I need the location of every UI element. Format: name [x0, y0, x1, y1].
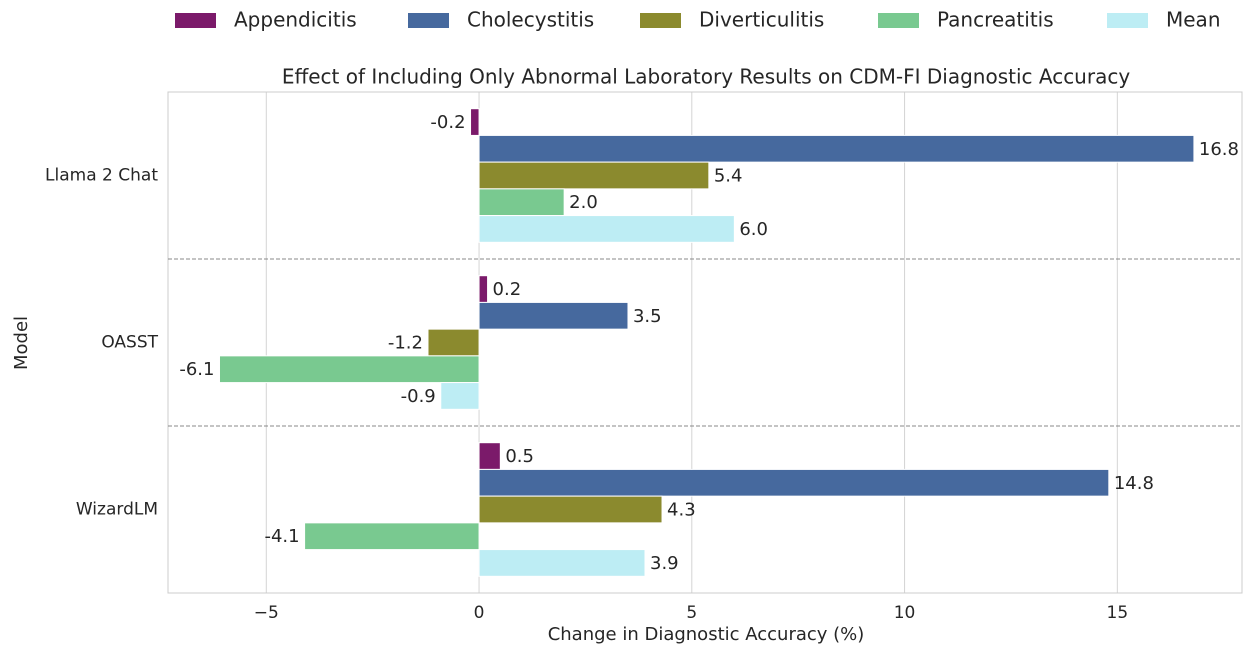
value-label: 4.3	[667, 500, 696, 521]
value-label: -4.1	[264, 526, 299, 547]
legend-label: Cholecystitis	[467, 8, 594, 32]
value-label: 6.0	[739, 219, 768, 240]
value-label: -6.1	[179, 359, 214, 380]
bar	[470, 108, 480, 136]
x-tick-label: 5	[686, 603, 697, 623]
value-label: -0.2	[430, 112, 465, 133]
legend-swatch	[878, 13, 919, 28]
legend-swatch	[640, 13, 681, 28]
legend-label: Diverticulitis	[699, 8, 824, 32]
value-label: 3.9	[650, 553, 679, 574]
value-label: 0.5	[505, 446, 534, 467]
chart-title: Effect of Including Only Abnormal Labora…	[282, 65, 1131, 89]
bar	[218, 355, 480, 384]
value-label: 14.8	[1114, 473, 1154, 494]
bar	[427, 328, 480, 357]
bar	[304, 522, 480, 551]
legend-swatch	[1107, 13, 1148, 28]
value-label: -0.9	[401, 386, 436, 407]
legend-swatch	[175, 13, 216, 28]
x-tick-label: 0	[474, 603, 485, 623]
bar	[478, 188, 565, 217]
value-label: 0.2	[493, 279, 522, 300]
bar	[440, 382, 480, 410]
bar	[478, 275, 489, 303]
y-tick-label: WizardLM	[76, 500, 158, 520]
value-label: -1.2	[388, 333, 423, 354]
bar	[478, 161, 710, 190]
legend-label: Appendicitis	[234, 8, 357, 32]
bar	[478, 442, 501, 470]
value-label: 5.4	[714, 166, 743, 187]
legend-swatch	[408, 13, 449, 28]
plot-frame	[167, 91, 1243, 594]
value-label: 3.5	[633, 306, 662, 327]
bar	[478, 215, 735, 243]
bar	[478, 549, 646, 577]
y-axis-label: Model	[11, 316, 32, 370]
x-tick-label: 10	[894, 603, 916, 623]
value-label: 16.8	[1199, 139, 1239, 160]
bar	[478, 301, 629, 330]
x-tick-label: −5	[254, 603, 279, 623]
y-tick-label: OASST	[101, 333, 158, 353]
x-tick-label: 15	[1107, 603, 1129, 623]
legend-label: Pancreatitis	[937, 8, 1054, 32]
bar	[478, 495, 663, 524]
y-tick-label: Llama 2 Chat	[45, 166, 158, 186]
x-axis-label: Change in Diagnostic Accuracy (%)	[548, 624, 865, 645]
value-label: 2.0	[569, 192, 598, 213]
bar	[478, 134, 1195, 163]
legend-label: Mean	[1166, 8, 1221, 32]
bar	[478, 468, 1110, 497]
